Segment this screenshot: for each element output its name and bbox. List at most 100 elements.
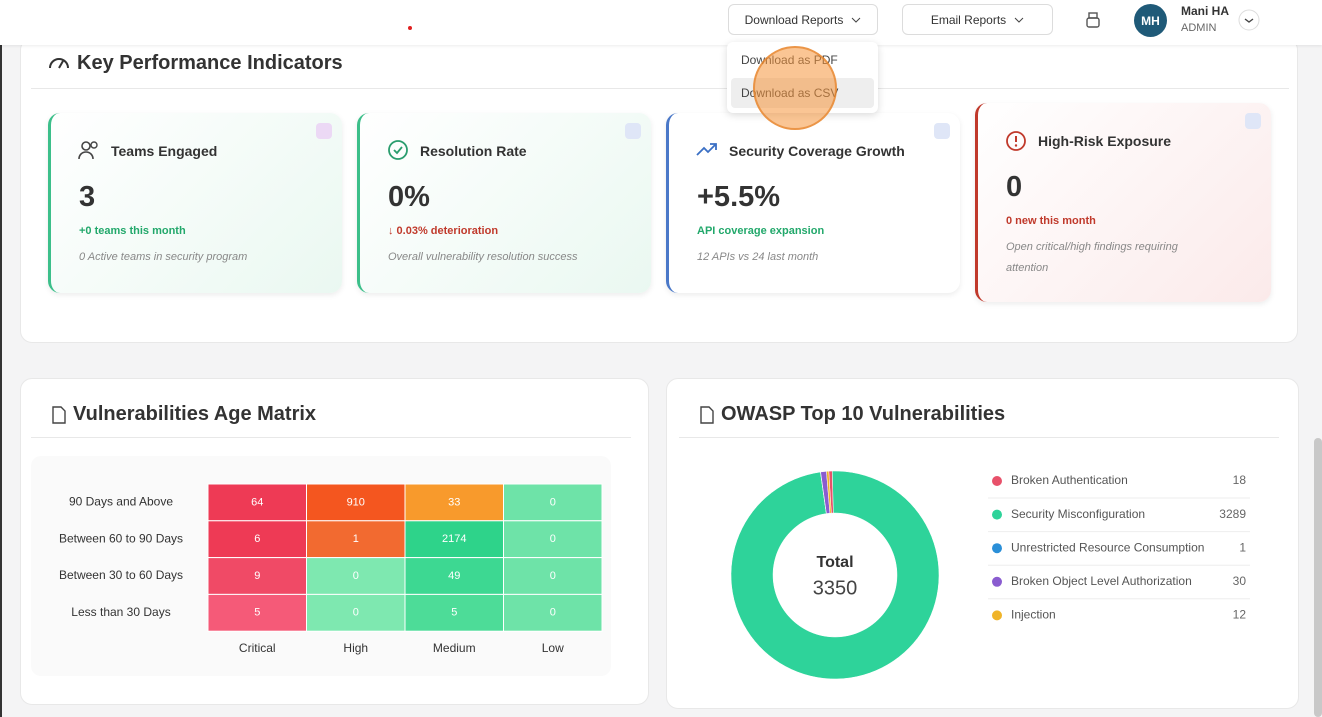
legend-label: Security Misconfiguration [1011,507,1145,521]
row-label: Between 60 to 90 Days [59,531,183,545]
cell-value: 0 [550,570,556,582]
row-label: Less than 30 Days [71,605,170,619]
card-value: 3 [79,181,96,213]
column-label: Critical [239,641,276,655]
user-menu-button[interactable] [1238,9,1260,31]
heat-cell [503,483,603,522]
card-title: Security Coverage Growth [729,143,905,159]
user-role: ADMIN [1181,22,1217,34]
legend-label: Broken Object Level Authorization [1011,574,1192,588]
kpi-card: Resolution Rate 0% ↓ 0.03% deterioration… [357,113,651,293]
card-change: API coverage expansion [697,225,825,237]
owasp-title-row: OWASP Top 10 Vulnerabilities [699,403,1005,426]
cell-value: 9 [254,570,260,582]
total-value: 3350 [813,577,858,599]
top-bar: Download Reports Email Reports MH Mani H… [0,0,1322,45]
matrix-title-row: Vulnerabilities Age Matrix [51,403,316,426]
total-label: Total [816,554,853,571]
legend-value: 3289 [1219,507,1246,521]
avatar[interactable]: MH [1134,4,1167,37]
legend-dot [992,610,1002,621]
divider [31,88,1289,89]
print-button[interactable] [1085,12,1101,30]
heat-cell [207,593,307,632]
card-title: Teams Engaged [111,143,218,159]
card-value: 0 [1006,171,1023,203]
card-value: 0% [388,181,430,213]
cell-value: 33 [448,496,460,508]
download-reports-button[interactable]: Download Reports [728,4,878,35]
click-indicator [753,46,837,130]
column-label: Medium [433,641,476,655]
email-reports-button[interactable]: Email Reports [902,4,1053,35]
heatmap: 90 Days and Above 64 9 1 0 33 0 Between 60 to 9… [59,483,603,655]
card-badge [934,123,950,139]
divider [679,437,1279,438]
heat-cell [306,557,406,595]
user-name: Mani HA [1181,4,1229,18]
trend-icon [696,143,717,156]
cell-value: 0 [353,570,359,582]
donut-segment [826,470,832,514]
alert-icon [1006,131,1026,151]
donut-segment [730,470,940,680]
card-badge [625,123,641,139]
cell-value: 0 [353,607,359,619]
heat-cell [404,593,504,632]
kpi-card: Security Coverage Growth +5.5% API cover… [666,113,960,293]
kpi-card: Teams Engaged 3 +0 teams this month 0 Ac… [48,113,342,293]
file-icon [52,405,66,424]
dot [408,26,412,30]
card-description: Overall vulnerability resolution success [388,251,578,263]
heat-cell [503,593,603,632]
owasp-title: OWASP Top 10 Vulnerabilities [721,403,1006,425]
heat-cell [207,520,307,559]
card-change: +0 teams this month [79,225,186,237]
legend-value: 30 [1233,574,1247,588]
card-value: +5.5% [697,181,781,213]
window-edge [0,0,2,717]
row-label: 90 Days and Above [69,495,173,509]
card-title: Resolution Rate [420,143,527,159]
kpi-title: Key Performance Indicators [77,51,343,74]
column-label: Low [542,641,564,655]
legend-label: Injection [1011,608,1056,622]
row-label: Between 30 to 60 Days [59,568,183,582]
cell-value: 64 [251,496,263,508]
scrollbar[interactable] [1314,438,1322,717]
card-description: Open critical/high findings requiring at… [1006,241,1178,274]
heat-cell [404,557,504,595]
kpi-card: High-Risk Exposure 0 0 new this month Op… [975,103,1271,302]
legend-dot [992,509,1002,520]
card-badge [1245,113,1261,129]
kpi-title-row: Key Performance Indicators [47,51,343,75]
matrix-title: Vulnerabilities Age Matrix [73,403,317,425]
chevron [1014,17,1024,23]
card-badge [316,123,332,139]
heat-cell [306,483,406,522]
legend-dot [992,543,1002,554]
card-change: 0 new this month [1006,215,1096,227]
card-description: 12 APIs vs 24 last month [697,251,819,263]
legend-dot [992,576,1002,587]
cell-value: 5 [254,607,260,619]
heat-cell [503,520,603,559]
heat-cell [503,557,603,595]
file-icon [700,405,714,424]
cell-value: 0 [550,496,556,508]
legend-value: 18 [1233,473,1247,487]
heat-cell [404,520,504,559]
cell-value: 1 [353,533,359,545]
heat-cell [207,557,307,595]
heat-cell [306,520,406,559]
button-label: Download Reports [744,12,844,27]
legend-label: Unrestricted Resource Consumption [1011,540,1204,554]
legend-dot [992,476,1002,486]
card-change: ↓ 0.03% deterioration [388,225,499,237]
cell-value: 49 [448,570,460,582]
donut-chart: Total 3350 Broken Authentication 18 Securi… [730,470,1250,680]
legend-value: 12 [1233,608,1247,622]
divider [31,437,631,438]
chevron [852,17,861,23]
